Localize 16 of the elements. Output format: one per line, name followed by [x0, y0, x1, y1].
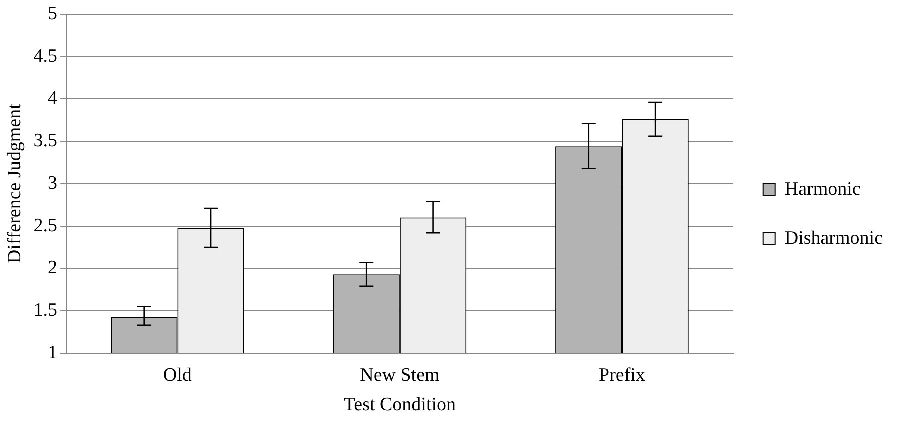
y-tick-label: 2: [48, 258, 58, 279]
y-tick-label: 5: [48, 3, 58, 24]
y-tick-label: 4.5: [34, 46, 58, 67]
y-tick-label: 2.5: [34, 215, 58, 236]
y-axis-title: Difference Judgment: [4, 103, 26, 264]
x-tick-label: New Stem: [360, 364, 440, 386]
x-axis-title: Test Condition: [344, 394, 457, 416]
x-tick-label: Prefix: [599, 364, 646, 386]
y-tick-label: 4: [48, 88, 58, 110]
x-tick-label: Old: [163, 364, 192, 386]
y-tick-label: 1.5: [34, 300, 58, 322]
y-tick-label: 1: [48, 342, 58, 364]
y-tick-label: 3: [48, 172, 58, 194]
y-tick-label: 3.5: [34, 130, 58, 152]
legend-label: Disharmonic: [784, 228, 884, 249]
legend-label: Harmonic: [784, 178, 861, 200]
